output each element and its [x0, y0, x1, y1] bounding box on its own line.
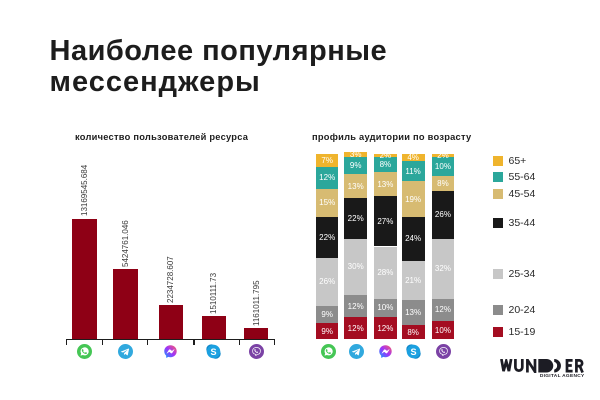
svg-text:S: S — [411, 347, 417, 357]
svg-text:S: S — [211, 347, 217, 357]
